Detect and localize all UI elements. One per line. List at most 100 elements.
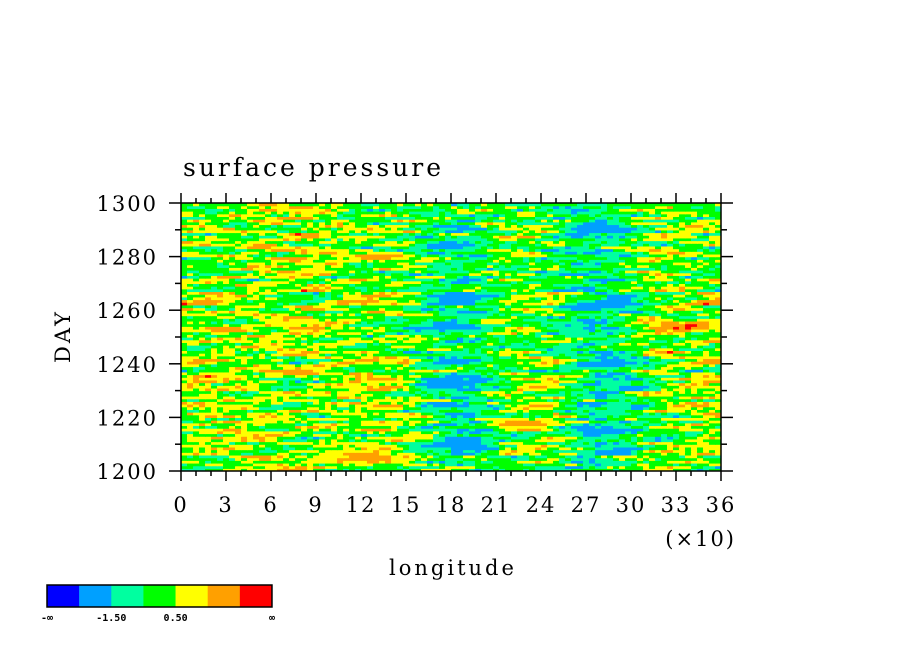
heatmap-cell: [541, 465, 548, 469]
heatmap-cell: [415, 436, 422, 440]
heatmap-cell: [337, 452, 344, 456]
heatmap-cell: [307, 417, 314, 421]
heatmap-cell: [391, 430, 398, 435]
heatmap-cell: [187, 420, 194, 424]
heatmap-cell: [481, 404, 488, 408]
heatmap-cell: [421, 417, 428, 421]
heatmap-cell: [307, 387, 314, 392]
heatmap-cell: [199, 387, 206, 392]
heatmap-cell: [535, 404, 542, 408]
heatmap-cell: [409, 465, 416, 469]
heatmap-cell: [391, 452, 398, 456]
heatmap-cell: [391, 433, 398, 437]
heatmap-cell: [595, 379, 602, 384]
heatmap-cell: [541, 428, 548, 432]
heatmap-cell: [697, 436, 704, 440]
heatmap-cell: [415, 417, 422, 421]
heatmap-cell: [649, 449, 656, 453]
heatmap-cell: [211, 446, 218, 451]
heatmap-cell: [655, 425, 662, 429]
heatmap-cell: [697, 420, 704, 424]
heatmap-cell: [493, 393, 500, 397]
heatmap-cell: [517, 438, 524, 443]
heatmap-cell: [475, 457, 482, 461]
heatmap-cell: [355, 398, 362, 402]
heatmap-cell: [295, 454, 302, 459]
heatmap-cell: [463, 452, 470, 456]
heatmap-cell: [343, 422, 350, 427]
heatmap-cell: [601, 462, 608, 467]
heatmap-cell: [349, 441, 356, 445]
heatmap-cell: [379, 457, 386, 461]
heatmap-cell: [505, 452, 512, 456]
heatmap-cell: [235, 379, 242, 384]
heatmap-cell: [649, 390, 656, 394]
heatmap-cell: [517, 409, 524, 413]
heatmap-cell: [385, 430, 392, 435]
heatmap-cell: [343, 438, 350, 443]
heatmap-cell: [385, 441, 392, 445]
heatmap-cell: [613, 441, 620, 445]
heatmap-cell: [415, 414, 422, 418]
heatmap-cell: [205, 425, 212, 429]
heatmap-cell: [331, 404, 338, 408]
heatmap-cell: [703, 468, 710, 471]
heatmap-cell: [307, 377, 314, 381]
heatmap-cell: [433, 414, 440, 418]
heatmap-cell: [607, 417, 614, 421]
heatmap-cell: [421, 438, 428, 443]
heatmap-cell: [337, 382, 344, 386]
heatmap-cell: [409, 444, 416, 448]
heatmap-cell: [265, 441, 272, 445]
heatmap-cell: [667, 412, 674, 416]
heatmap-cell: [577, 385, 584, 389]
heatmap-cell: [571, 433, 578, 437]
heatmap-cell: [619, 441, 626, 445]
heatmap-cell: [649, 441, 656, 445]
heatmap-cell: [685, 457, 692, 461]
heatmap-cell: [451, 387, 458, 392]
heatmap-cell: [475, 444, 482, 448]
heatmap-cell: [517, 444, 524, 448]
heatmap-cell: [625, 436, 632, 440]
heatmap-cell: [439, 409, 446, 413]
heatmap-cell: [373, 462, 380, 467]
heatmap-cell: [595, 428, 602, 432]
heatmap-cell: [325, 428, 332, 432]
heatmap-cell: [565, 468, 572, 471]
heatmap-cell: [235, 395, 242, 400]
heatmap-cell: [715, 433, 721, 437]
heatmap-cell: [535, 377, 542, 381]
heatmap-cell: [499, 462, 506, 467]
heatmap-cell: [337, 449, 344, 453]
heatmap-cell: [451, 428, 458, 432]
heatmap-cell: [451, 430, 458, 435]
heatmap-cell: [655, 379, 662, 384]
heatmap-cell: [361, 379, 368, 384]
heatmap-cell: [673, 398, 680, 402]
heatmap-cell: [433, 430, 440, 435]
heatmap-cell: [565, 436, 572, 440]
heatmap-cell: [319, 428, 326, 432]
heatmap-cell: [565, 385, 572, 389]
heatmap-cell: [655, 433, 662, 437]
heatmap-cell: [373, 395, 380, 400]
heatmap-cell: [583, 414, 590, 418]
heatmap-cell: [463, 395, 470, 400]
heatmap-cell: [553, 401, 560, 405]
heatmap-cell: [439, 441, 446, 445]
heatmap-cell: [229, 428, 236, 432]
heatmap-cell: [373, 420, 380, 424]
heatmap-cell: [535, 446, 542, 451]
heatmap-cell: [601, 446, 608, 451]
heatmap-cell: [709, 428, 716, 432]
heatmap-cell: [217, 406, 224, 410]
heatmap-cell: [331, 452, 338, 456]
heatmap-cell: [355, 387, 362, 392]
heatmap-cell: [505, 385, 512, 389]
heatmap-cell: [421, 460, 428, 464]
heatmap-cell: [445, 401, 452, 405]
heatmap-cell: [211, 438, 218, 443]
heatmap-cell: [625, 444, 632, 448]
heatmap-cell: [445, 409, 452, 413]
